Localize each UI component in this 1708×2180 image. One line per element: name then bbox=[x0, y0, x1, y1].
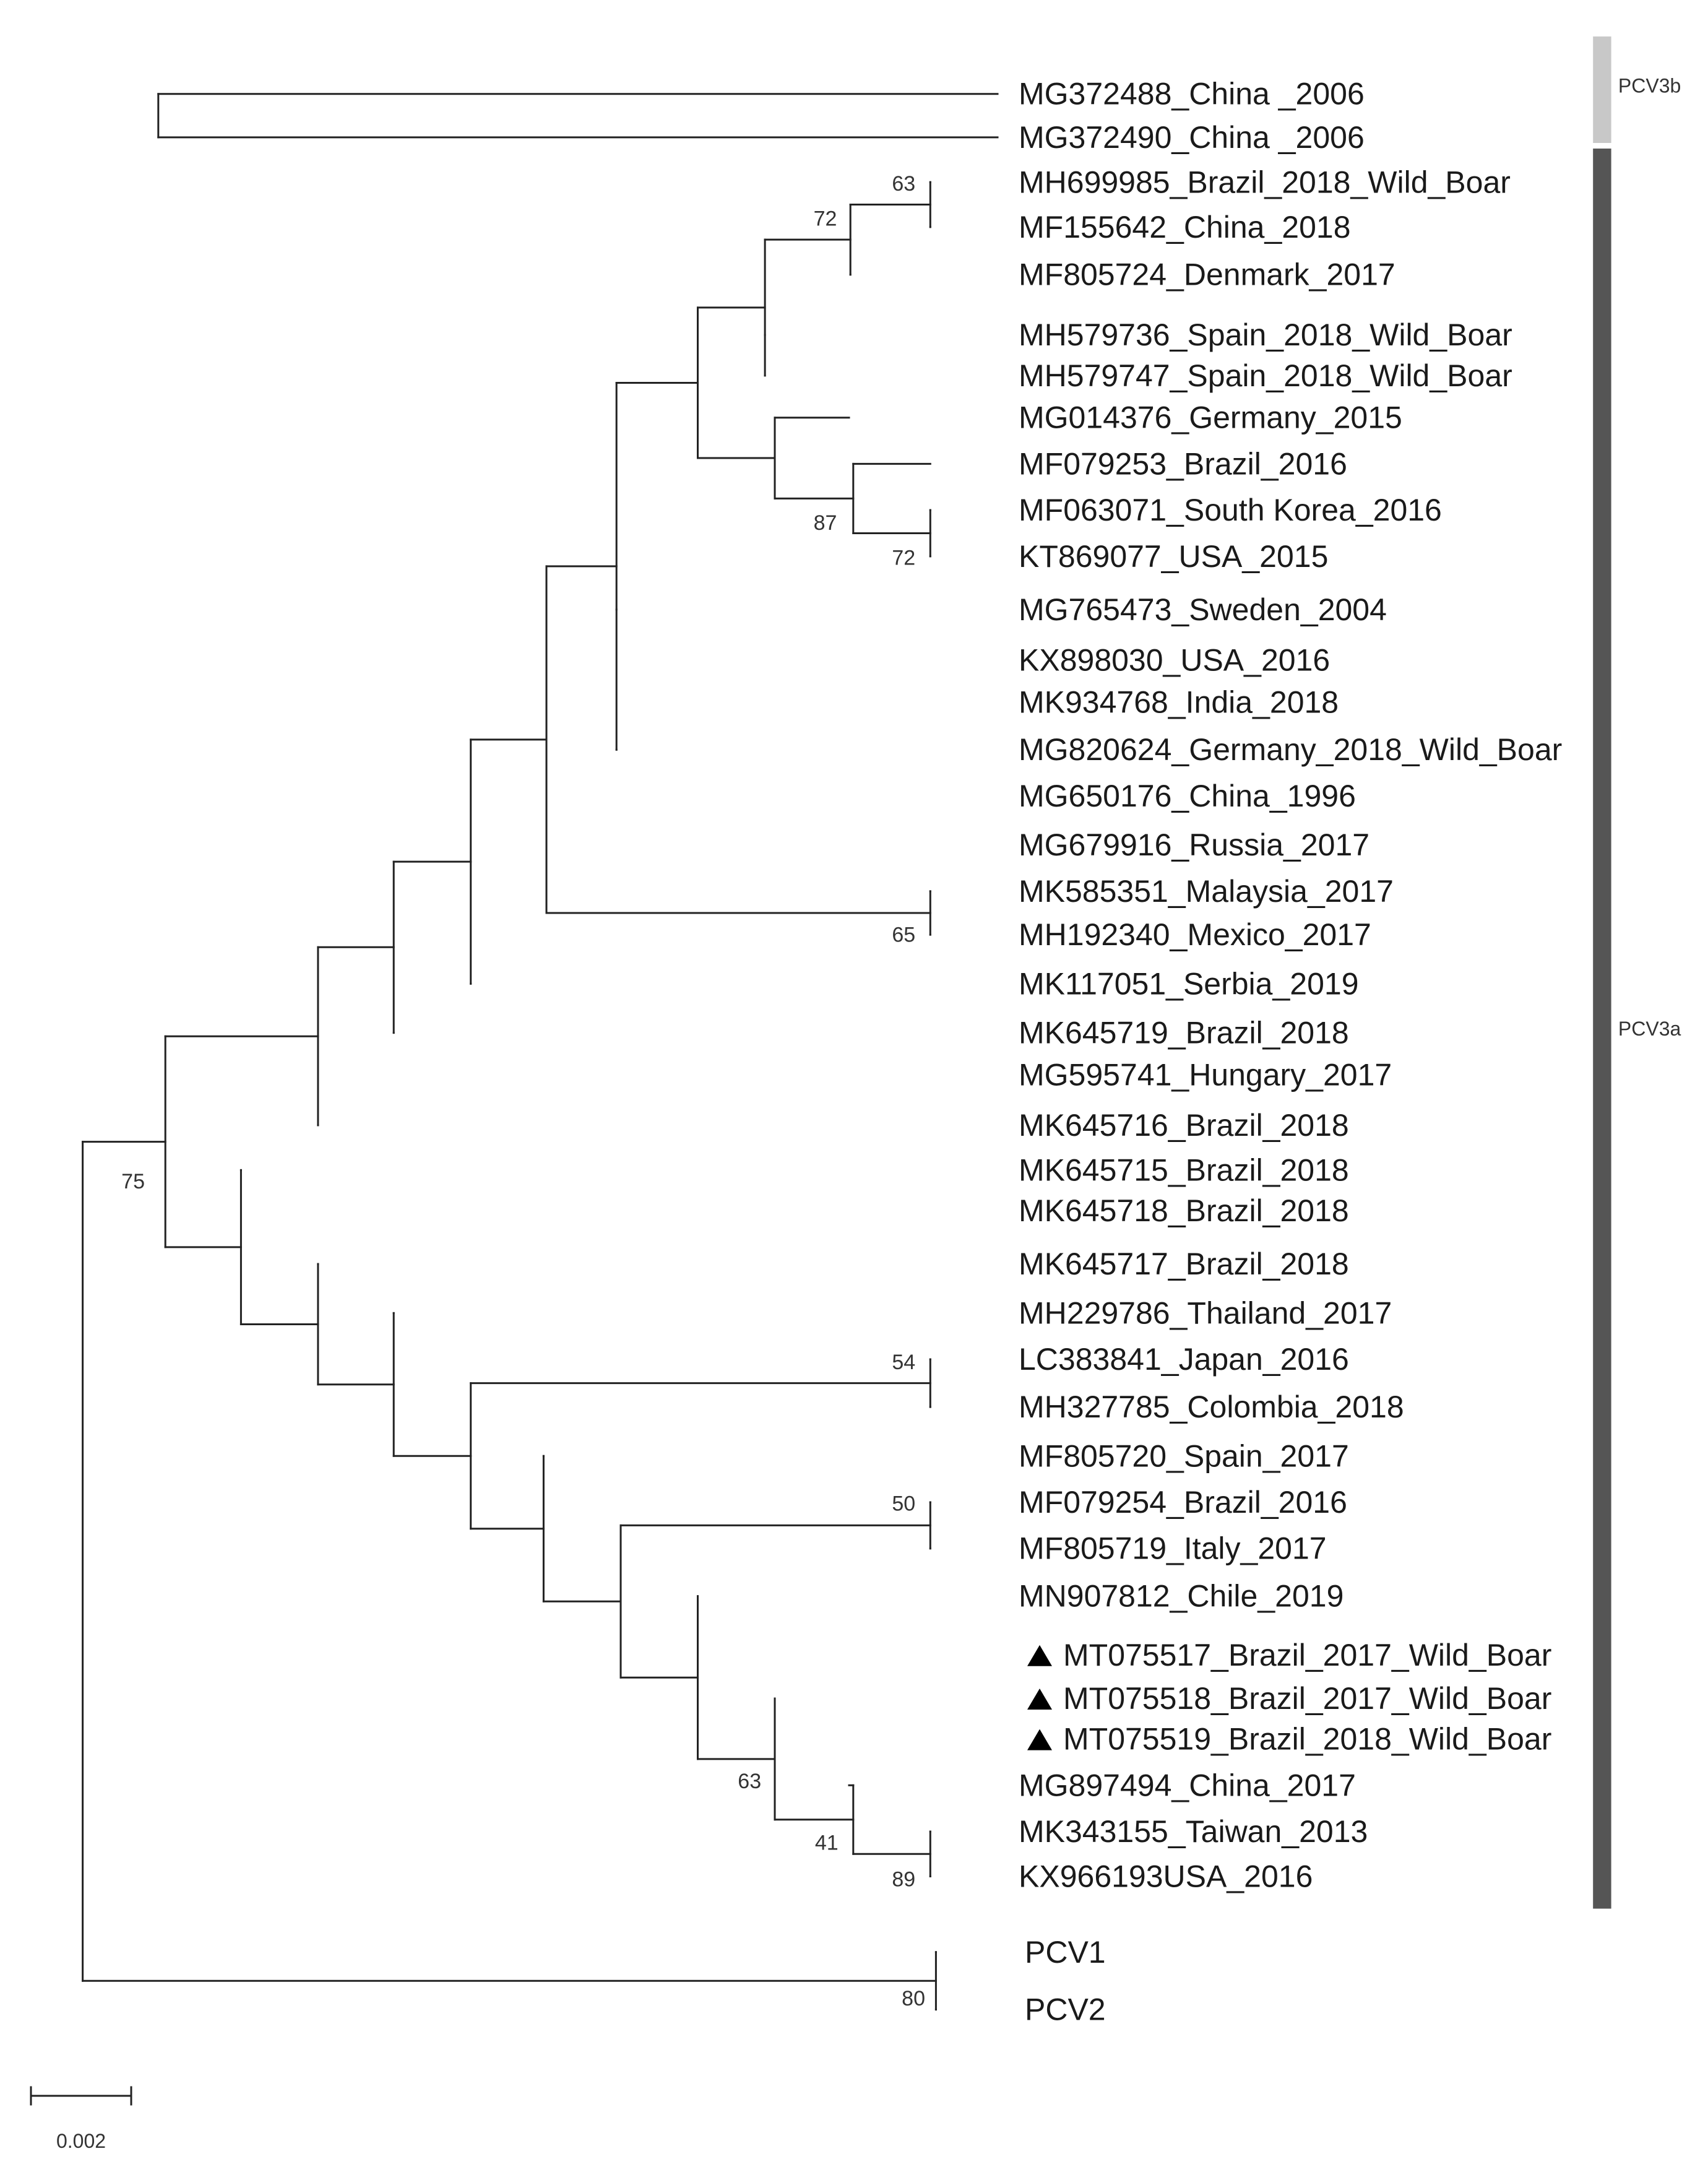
taxon-label: MF155642_China_2018 bbox=[1019, 210, 1351, 244]
taxon-label: MG014376_Germany_2015 bbox=[1019, 400, 1402, 435]
taxon-label: MK585351_Malaysia_2017 bbox=[1019, 874, 1394, 909]
taxon-label: MH699985_Brazil_2018_Wild_Boar bbox=[1019, 165, 1511, 199]
taxon-label: MK117051_Serbia_2019 bbox=[1019, 966, 1359, 1001]
taxon-label: MF063071_South Korea_2016 bbox=[1019, 493, 1442, 527]
bootstrap-value: 65 bbox=[892, 923, 915, 946]
bootstrap-value: 50 bbox=[892, 1492, 915, 1516]
taxon-label: MT075518_Brazil_2017_Wild_Boar bbox=[1063, 1681, 1551, 1716]
taxon-labels: MG372488_China _2006 MG372490_China _2006… bbox=[1019, 77, 1562, 2027]
taxon-label: PCV1 bbox=[1025, 1935, 1106, 1970]
scale-bar-label: 0.002 bbox=[56, 2130, 106, 2152]
taxon-label: MT075519_Brazil_2018_Wild_Boar bbox=[1063, 1722, 1551, 1757]
taxon-label: MK343155_Taiwan_2013 bbox=[1019, 1814, 1368, 1849]
triangle-marker-icon bbox=[1027, 1645, 1052, 1666]
taxon-label: KX898030_USA_2016 bbox=[1019, 642, 1330, 677]
taxon-label: LC383841_Japan_2016 bbox=[1019, 1342, 1349, 1377]
bootstrap-value: 89 bbox=[892, 1867, 915, 1891]
taxon-label: MH192340_Mexico_2017 bbox=[1019, 917, 1371, 952]
clade-bar-pcv3a bbox=[1593, 149, 1611, 1909]
taxon-label: MK645718_Brazil_2018 bbox=[1019, 1193, 1349, 1228]
taxon-label: MF805724_Denmark_2017 bbox=[1019, 257, 1395, 292]
taxon-label: MG820624_Germany_2018_Wild_Boar bbox=[1019, 732, 1562, 767]
scale-bar-line bbox=[30, 2086, 132, 2106]
taxon-label: KT869077_USA_2015 bbox=[1019, 539, 1328, 574]
bootstrap-value: 80 bbox=[902, 1987, 925, 2010]
taxon-label: MK645715_Brazil_2018 bbox=[1019, 1153, 1349, 1187]
taxon-label: MH229786_Thailand_2017 bbox=[1019, 1295, 1392, 1330]
taxon-label: MN907812_Chile_2019 bbox=[1019, 1579, 1344, 1614]
taxon-label: MF079253_Brazil_2016 bbox=[1019, 446, 1347, 481]
bootstrap-value: 87 bbox=[814, 511, 837, 535]
taxon-label: MG679916_Russia_2017 bbox=[1019, 828, 1369, 862]
taxon-label: MG650176_China_1996 bbox=[1019, 779, 1356, 813]
bootstrap-value: 41 bbox=[815, 1832, 839, 1855]
taxon-label: MG897494_China_2017 bbox=[1019, 1768, 1356, 1802]
bootstrap-value: 72 bbox=[892, 546, 915, 569]
taxon-label: KX966193USA_2016 bbox=[1019, 1859, 1313, 1893]
clade-bars: PCV3b PCV3a bbox=[1593, 36, 1681, 1909]
tree-branches bbox=[82, 93, 999, 2011]
taxon-label: MH327785_Colombia_2018 bbox=[1019, 1390, 1404, 1424]
taxon-label: MF805719_Italy_2017 bbox=[1019, 1531, 1327, 1566]
taxon-label: MK645717_Brazil_2018 bbox=[1019, 1247, 1349, 1281]
triangle-marker-icon bbox=[1027, 1688, 1052, 1710]
clade-bar-pcv3b bbox=[1593, 36, 1611, 144]
taxon-label: PCV2 bbox=[1025, 1992, 1106, 2027]
taxon-label: MH579736_Spain_2018_Wild_Boar bbox=[1019, 318, 1512, 352]
bootstrap-value: 63 bbox=[738, 1770, 761, 1793]
scale-bar: 0.002 bbox=[30, 2086, 132, 2152]
bootstrap-value: 63 bbox=[892, 172, 915, 196]
bootstrap-value: 54 bbox=[892, 1351, 915, 1374]
clade-label-pcv3a: PCV3a bbox=[1618, 1018, 1681, 1040]
taxon-label: MK645719_Brazil_2018 bbox=[1019, 1016, 1349, 1050]
bootstrap-value: 75 bbox=[121, 1170, 145, 1193]
bootstrap-value: 72 bbox=[814, 207, 837, 231]
clade-label-pcv3b: PCV3b bbox=[1618, 74, 1681, 97]
taxon-label: MK645716_Brazil_2018 bbox=[1019, 1108, 1349, 1143]
taxon-label: MH579747_Spain_2018_Wild_Boar bbox=[1019, 358, 1512, 393]
taxon-label: MF079254_Brazil_2016 bbox=[1019, 1485, 1347, 1520]
taxon-label: MK934768_India_2018 bbox=[1019, 685, 1339, 719]
taxon-label: MG372490_China _2006 bbox=[1019, 120, 1365, 155]
taxon-label: MG765473_Sweden_2004 bbox=[1019, 592, 1387, 627]
bootstrap-values: 63 72 87 72 65 75 54 50 63 41 89 80 bbox=[121, 172, 925, 2010]
taxon-label: MT075517_Brazil_2017_Wild_Boar bbox=[1063, 1638, 1551, 1672]
taxon-label: MG372488_China _2006 bbox=[1019, 77, 1365, 111]
triangle-marker-icon bbox=[1027, 1729, 1052, 1750]
taxon-label: MG595741_Hungary_2017 bbox=[1019, 1057, 1392, 1092]
taxon-label: MF805720_Spain_2017 bbox=[1019, 1438, 1349, 1473]
